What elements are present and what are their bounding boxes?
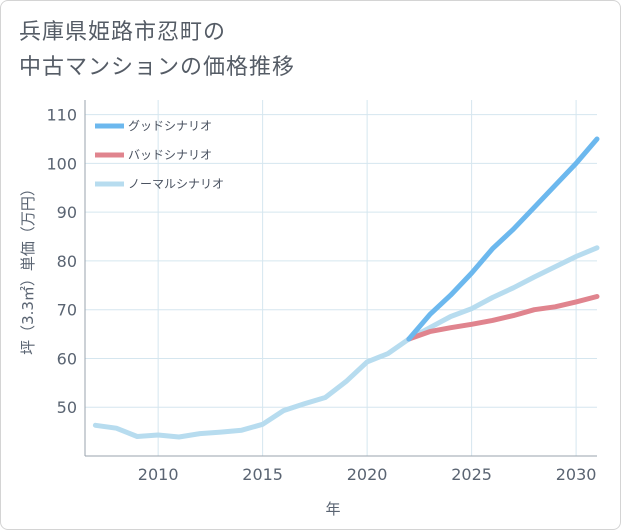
x-tick-label: 2025 — [451, 465, 492, 484]
series-line-2 — [92, 245, 600, 440]
legend-label: グッドシナリオ — [128, 119, 212, 133]
y-tick-label: 80 — [57, 252, 77, 271]
chart-title-line2: 中古マンションの価格推移 — [19, 55, 296, 80]
series-line-0 — [406, 136, 600, 342]
legend-label: ノーマルシナリオ — [128, 177, 224, 191]
x-tick-label: 2020 — [347, 465, 388, 484]
legend-label: バッドシナリオ — [128, 148, 212, 162]
chart-title-line1: 兵庫県姫路市忍町の — [19, 20, 227, 45]
x-tick-label: 2010 — [138, 465, 179, 484]
y-tick-label: 70 — [57, 301, 77, 320]
y-tick-label: 110 — [46, 106, 77, 125]
series-line-1 — [406, 294, 600, 342]
y-axis-title: 坪（3.3㎡）単価（万円） — [19, 181, 37, 355]
x-axis-title: 年 — [325, 500, 340, 518]
y-tick-label: 60 — [57, 349, 77, 368]
y-tick-label: 50 — [57, 398, 77, 417]
x-tick-label: 2015 — [242, 465, 283, 484]
chart-title: 兵庫県姫路市忍町の 中古マンションの価格推移 — [19, 15, 579, 85]
x-tick-label: 2030 — [556, 465, 597, 484]
y-tick-label: 100 — [46, 154, 77, 173]
y-tick-label: 90 — [57, 203, 77, 222]
